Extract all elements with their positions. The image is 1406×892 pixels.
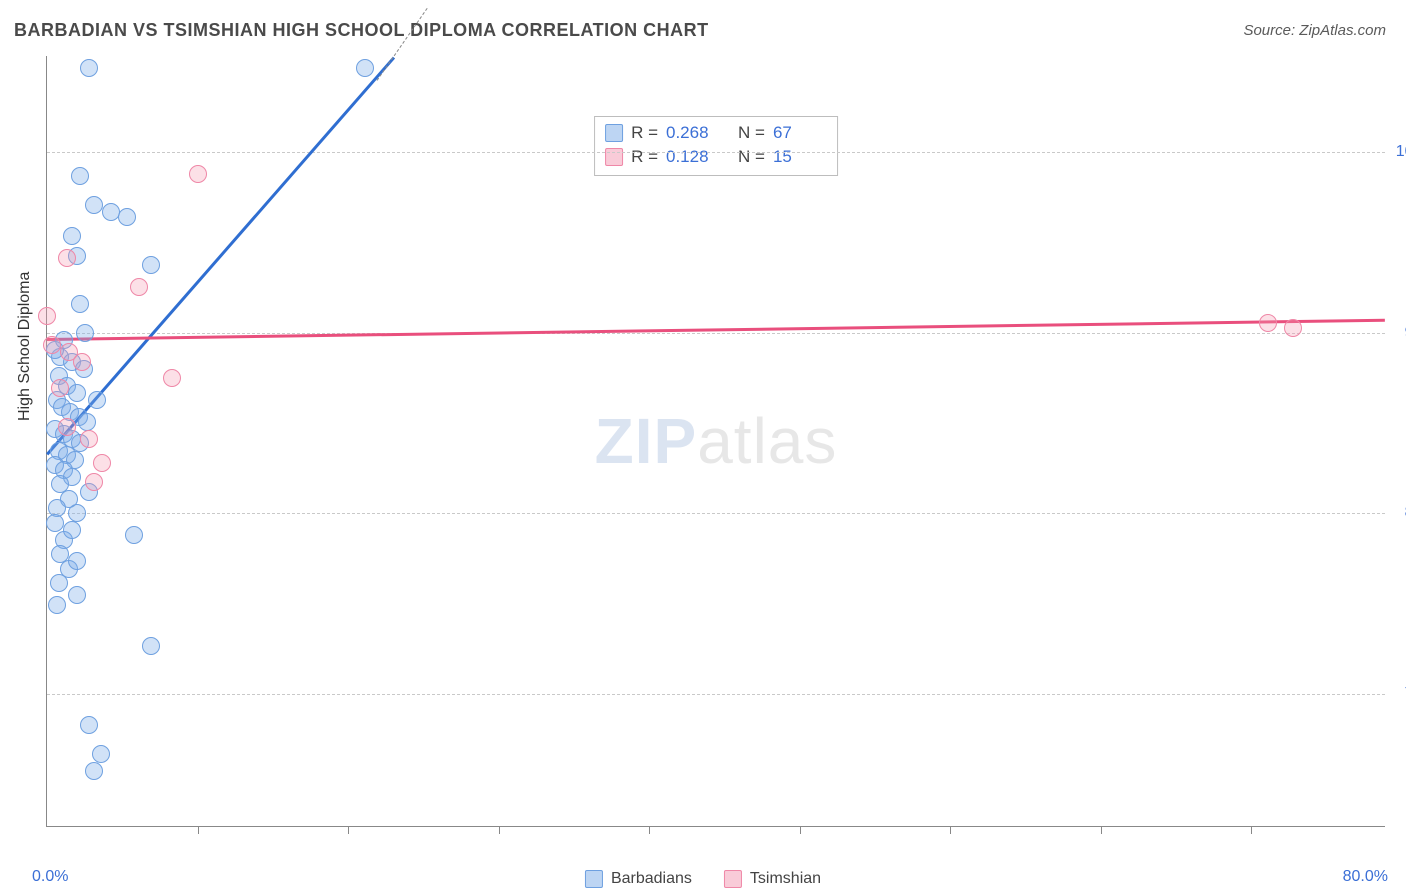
chart-title: BARBADIAN VS TSIMSHIAN HIGH SCHOOL DIPLO…	[14, 20, 709, 41]
legend-swatch	[724, 870, 742, 888]
legend-swatch	[585, 870, 603, 888]
legend-label: Tsimshian	[750, 870, 821, 888]
plot-area: ZIPatlas R =0.268N =67R =0.128N =15 77.5…	[46, 56, 1385, 827]
scatter-point	[76, 324, 94, 342]
scatter-point	[1259, 314, 1277, 332]
scatter-point	[93, 454, 111, 472]
source-label: Source: ZipAtlas.com	[1243, 22, 1386, 39]
x-tick	[1251, 826, 1252, 834]
legend-swatch	[605, 124, 623, 142]
scatter-point	[163, 369, 181, 387]
watermark-left: ZIP	[595, 405, 698, 477]
watermark-right: atlas	[697, 405, 837, 477]
scatter-point	[92, 745, 110, 763]
n-label: N =	[738, 145, 765, 169]
watermark: ZIPatlas	[595, 404, 838, 478]
legend-series: Barbadians Tsimshian	[585, 870, 821, 888]
scatter-point	[63, 521, 81, 539]
scatter-point	[85, 762, 103, 780]
scatter-point	[46, 514, 64, 532]
x-tick	[198, 826, 199, 834]
scatter-point	[43, 336, 61, 354]
scatter-point	[58, 249, 76, 267]
scatter-point	[85, 473, 103, 491]
scatter-point	[71, 295, 89, 313]
r-value: 0.128	[666, 145, 720, 169]
legend-item: Barbadians	[585, 870, 692, 888]
scatter-point	[88, 391, 106, 409]
scatter-point	[68, 586, 86, 604]
legend-row: R = 0.128 N = 15	[605, 145, 827, 169]
scatter-point	[68, 384, 86, 402]
x-tick	[649, 826, 650, 834]
r-label: R =	[631, 121, 658, 145]
scatter-point	[130, 278, 148, 296]
x-tick	[950, 826, 951, 834]
n-value: 67	[773, 121, 827, 145]
scatter-point	[142, 637, 160, 655]
x-tick	[800, 826, 801, 834]
scatter-point	[51, 379, 69, 397]
scatter-point	[63, 227, 81, 245]
scatter-point	[85, 196, 103, 214]
legend-row: R = 0.268 N = 67	[605, 121, 827, 145]
scatter-point	[48, 596, 66, 614]
y-axis-label: High School Diploma	[16, 272, 34, 421]
trend-line-extension	[377, 8, 428, 81]
scatter-point	[80, 430, 98, 448]
gridline	[47, 513, 1385, 514]
x-tick	[348, 826, 349, 834]
scatter-point	[73, 353, 91, 371]
scatter-point	[80, 59, 98, 77]
legend-item: Tsimshian	[724, 870, 821, 888]
scatter-point	[78, 413, 96, 431]
x-tick	[1101, 826, 1102, 834]
y-tick-label: 100.0%	[1396, 143, 1406, 161]
legend-swatch	[605, 148, 623, 166]
scatter-point	[80, 716, 98, 734]
scatter-point	[118, 208, 136, 226]
trend-line	[47, 318, 1385, 340]
scatter-point	[189, 165, 207, 183]
scatter-point	[356, 59, 374, 77]
x-tick	[499, 826, 500, 834]
legend-label: Barbadians	[611, 870, 692, 888]
x-axis-max-label: 80.0%	[1343, 868, 1388, 886]
scatter-point	[1284, 319, 1302, 337]
scatter-point	[50, 574, 68, 592]
gridline	[47, 333, 1385, 334]
scatter-point	[58, 418, 76, 436]
gridline	[47, 152, 1385, 153]
scatter-point	[68, 504, 86, 522]
scatter-point	[71, 167, 89, 185]
scatter-point	[38, 307, 56, 325]
gridline	[47, 694, 1385, 695]
n-value: 15	[773, 145, 827, 169]
r-label: R =	[631, 145, 658, 169]
scatter-point	[142, 256, 160, 274]
scatter-point	[125, 526, 143, 544]
scatter-point	[102, 203, 120, 221]
scatter-point	[68, 552, 86, 570]
n-label: N =	[738, 121, 765, 145]
x-axis-min-label: 0.0%	[32, 868, 68, 886]
legend-correlation: R = 0.268 N = 67 R = 0.128 N = 15	[594, 116, 838, 176]
r-value: 0.268	[666, 121, 720, 145]
